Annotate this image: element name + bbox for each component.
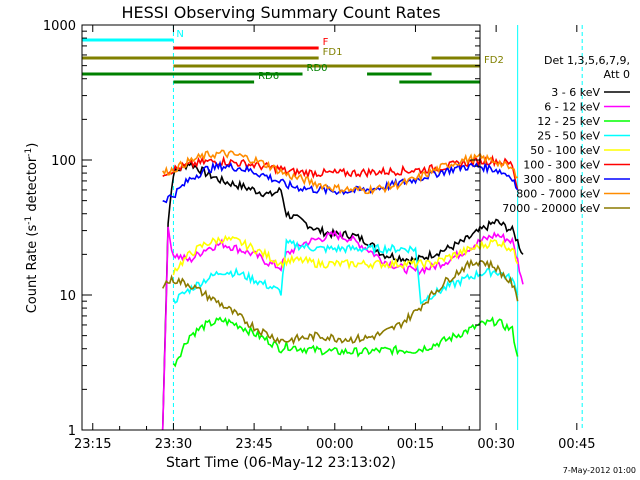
plot-frame	[81, 24, 481, 431]
x-tick-label-5: 00:30	[477, 437, 514, 452]
flag-label-fd1: FD1	[323, 47, 343, 58]
series-line-1	[161, 226, 524, 430]
legend-label-1: 6 - 12 keV	[544, 101, 600, 114]
flag-label-rd6: RD6	[258, 71, 279, 82]
y-tick-label-0: 1	[68, 424, 76, 439]
series-line-2	[172, 316, 519, 368]
flag-label-fd2: FD2	[484, 55, 504, 66]
legend-label-8: 7000 - 20000 keV	[502, 202, 600, 215]
legend-label-7: 800 - 7000 keV	[516, 188, 600, 201]
legend: Det 1,3,5,6,7,9, Att 0 3 - 6 keV 6 - 12 k…	[502, 54, 630, 215]
legend-label-6: 300 - 800 keV	[523, 173, 600, 186]
chart-title: HESSI Observing Summary Count Rates	[121, 3, 440, 22]
series-line-5	[162, 154, 519, 191]
legend-label-4: 50 - 100 keV	[530, 144, 600, 157]
x-tick-label-1: 23:30	[155, 437, 192, 452]
x-axis-ticks: 23:15 23:30 23:45 00:00 00:15 00:30 00:45	[74, 25, 596, 452]
x-tick-label-2: 23:45	[235, 437, 272, 452]
x-tick-label-6: 00:45	[558, 437, 595, 452]
flag-label-f: F	[323, 37, 329, 48]
series-line-0	[161, 160, 524, 431]
flag-label-rd0: RD0	[307, 63, 328, 74]
y-tick-label-3: 1000	[43, 19, 76, 34]
legend-label-0: 3 - 6 keV	[551, 86, 600, 99]
x-tick-label-0: 23:15	[74, 437, 111, 452]
y-axis-ticks: 1 10 100 1000	[43, 19, 480, 439]
legend-header-line-1: Det 1,3,5,6,7,9,	[544, 54, 630, 67]
series-line-4	[172, 234, 519, 276]
footer-date: 7-May-2012 01:00	[563, 466, 636, 475]
legend-label-5: 100 - 300 keV	[523, 159, 600, 172]
legend-label-2: 12 - 25 keV	[537, 115, 600, 128]
series-line-8	[161, 258, 519, 346]
series-line-3	[172, 237, 519, 305]
y-axis-label: Count Rate (s-1 detector-1)	[24, 143, 40, 314]
x-axis-label: Start Time (06-May-12 23:13:02)	[166, 455, 396, 471]
x-tick-label-4: 00:15	[397, 437, 434, 452]
legend-label-3: 25 - 50 keV	[537, 130, 600, 143]
x-tick-label-3: 00:00	[316, 437, 353, 452]
legend-header-line-2: Att 0	[604, 68, 630, 81]
series-line-7	[162, 149, 518, 196]
flag-label-n: N	[176, 29, 183, 40]
y-tick-label-1: 10	[59, 289, 76, 304]
y-tick-label-2: 100	[51, 154, 76, 169]
